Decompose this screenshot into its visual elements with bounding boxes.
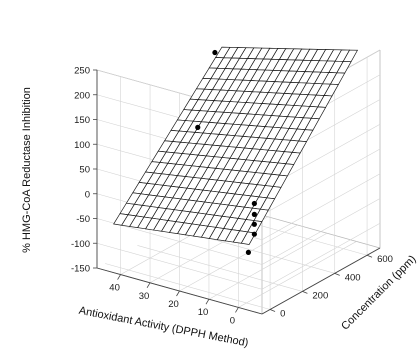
data-point (245, 249, 252, 255)
x-gridline-floor (179, 224, 298, 292)
data-point (212, 49, 218, 56)
x-tick-label: 30 (139, 291, 150, 302)
x-tick-label: 20 (168, 299, 179, 310)
z-tick-label: -50 (76, 214, 90, 225)
data-point (251, 211, 257, 217)
y-tick-label: 0 (280, 309, 285, 320)
x-axis-title: Antioxidant Activity (DPPH Method) (78, 305, 250, 350)
z-tick-label: 150 (74, 115, 90, 126)
x-tick-label: 0 (230, 315, 235, 326)
y-tick-mark (366, 254, 373, 258)
z-gridline-back-wall (261, 222, 381, 290)
data-point (251, 221, 257, 227)
y-axis-line (261, 247, 381, 315)
x-tick-mark (176, 290, 180, 297)
surface-cell (113, 213, 129, 226)
z-tick-label: -150 (71, 264, 90, 275)
y-gridline-floor (104, 263, 271, 310)
y-tick-label: 600 (377, 254, 393, 265)
z-axis-title: % HMG-CoA Reductase Inhibition (21, 87, 33, 253)
z-tick-label: 0 (85, 189, 90, 200)
data-point (195, 124, 201, 130)
z-gridline-back-wall (261, 148, 381, 216)
x-tick-mark (235, 307, 239, 313)
z-tick-label: 250 (74, 66, 90, 77)
data-point (251, 200, 257, 207)
axes-group (93, 69, 381, 315)
z-tick-label: 50 (79, 165, 90, 176)
data-point (251, 231, 257, 237)
x-tick-label: 40 (109, 283, 120, 294)
z-gridline-back-wall (261, 173, 381, 241)
data-points (195, 49, 257, 255)
y-tick-label: 200 (312, 290, 328, 301)
z-tick-label: 200 (74, 90, 90, 101)
x-tick-mark (146, 282, 151, 288)
y-tick-mark (334, 272, 340, 276)
x-tick-label: 10 (198, 307, 209, 318)
regression-surface (113, 46, 359, 245)
z-tick-label: 100 (74, 140, 90, 151)
x-gridline-floor (238, 241, 357, 308)
x-tick-mark (117, 274, 121, 280)
y-tick-label: 400 (345, 272, 361, 283)
z-tick-label: -100 (71, 239, 90, 250)
y-gridline-floor (137, 245, 303, 292)
x-gridline-floor (208, 232, 328, 300)
z-gridline-back-wall (261, 198, 381, 265)
y-tick-mark (269, 309, 276, 312)
x-tick-mark (205, 299, 210, 305)
y-tick-mark (302, 291, 308, 294)
